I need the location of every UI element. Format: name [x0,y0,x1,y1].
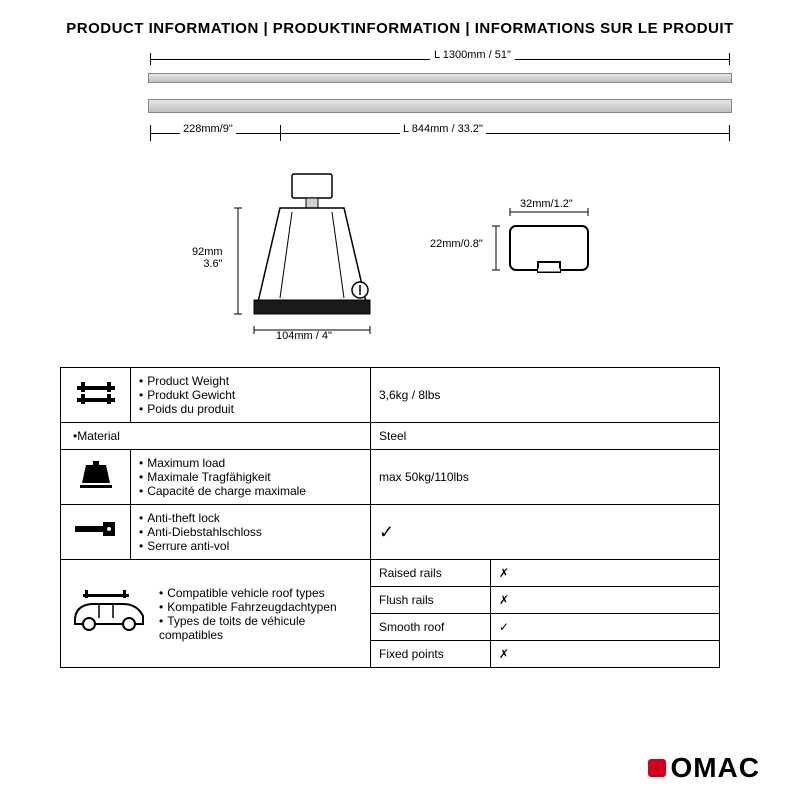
overall-length-dimension: L 1300mm / 51" [150,53,730,65]
rooftype-val-2: ✓ [491,614,720,641]
overall-length-label: L 1300mm / 51" [430,49,515,61]
row-material: •Material Steel [61,423,720,450]
rooftype-val-0: ✗ [491,560,720,587]
maxload-value: max 50kg/110lbs [371,450,720,505]
offset-label: 228mm/9" [180,123,236,135]
brand-logo: OMAC [648,752,760,784]
rooftype-name-0: Raised rails [371,560,491,587]
rooftype-name-1: Flush rails [371,587,491,614]
dimension-diagram: L 1300mm / 51" 228mm/9" L 844mm / 33.2" [30,47,770,357]
lock-icon [61,505,131,560]
material-label: Material [77,429,120,443]
crossbar-side-view [148,99,732,113]
xsec-width-label: 32mm/1.2" [520,198,573,210]
foot-bracket-diagram: 92mm 3.6" 104mm / 4" [210,172,410,342]
car-icon [69,590,149,637]
xsec-height-label: 22mm/0.8" [430,238,483,250]
spec-table: Product Weight Produkt Gewicht Poids du … [60,367,720,668]
maxload-icon [61,450,131,505]
row-weight: Product Weight Produkt Gewicht Poids du … [61,368,720,423]
antitheft-labels: Anti-theft lock Anti-Diebstahlschloss Se… [139,511,362,553]
row-rooftype-0: Compatible vehicle roof types Kompatible… [61,560,720,587]
logo-text: OMAC [670,752,760,784]
foot-width-label: 104mm / 4" [276,330,332,342]
rooftype-labels: Compatible vehicle roof types Kompatible… [159,586,362,642]
material-value: Steel [371,423,720,450]
logo-accent-icon [648,759,666,777]
foot-height-label: 92mm 3.6" [192,246,223,270]
maxload-labels: Maximum load Maximale Tragfähigkeit Capa… [139,456,362,498]
weight-icon [61,368,131,423]
rooftype-val-1: ✗ [491,587,720,614]
cross-section-diagram: 32mm/1.2" 22mm/0.8" [470,202,610,292]
page-title: PRODUCT INFORMATION | PRODUKTINFORMATION… [30,20,770,37]
antitheft-value: ✓ [371,505,720,560]
weight-value: 3,6kg / 8lbs [371,368,720,423]
sub-dimensions: 228mm/9" L 844mm / 33.2" [150,125,730,141]
weight-labels: Product Weight Produkt Gewicht Poids du … [139,374,362,416]
crossbar-top-view [148,73,732,83]
row-maxload: Maximum load Maximale Tragfähigkeit Capa… [61,450,720,505]
inner-length-label: L 844mm / 33.2" [400,123,486,135]
rooftype-val-3: ✗ [491,641,720,668]
rooftype-name-2: Smooth roof [371,614,491,641]
rooftype-name-3: Fixed points [371,641,491,668]
row-antitheft: Anti-theft lock Anti-Diebstahlschloss Se… [61,505,720,560]
